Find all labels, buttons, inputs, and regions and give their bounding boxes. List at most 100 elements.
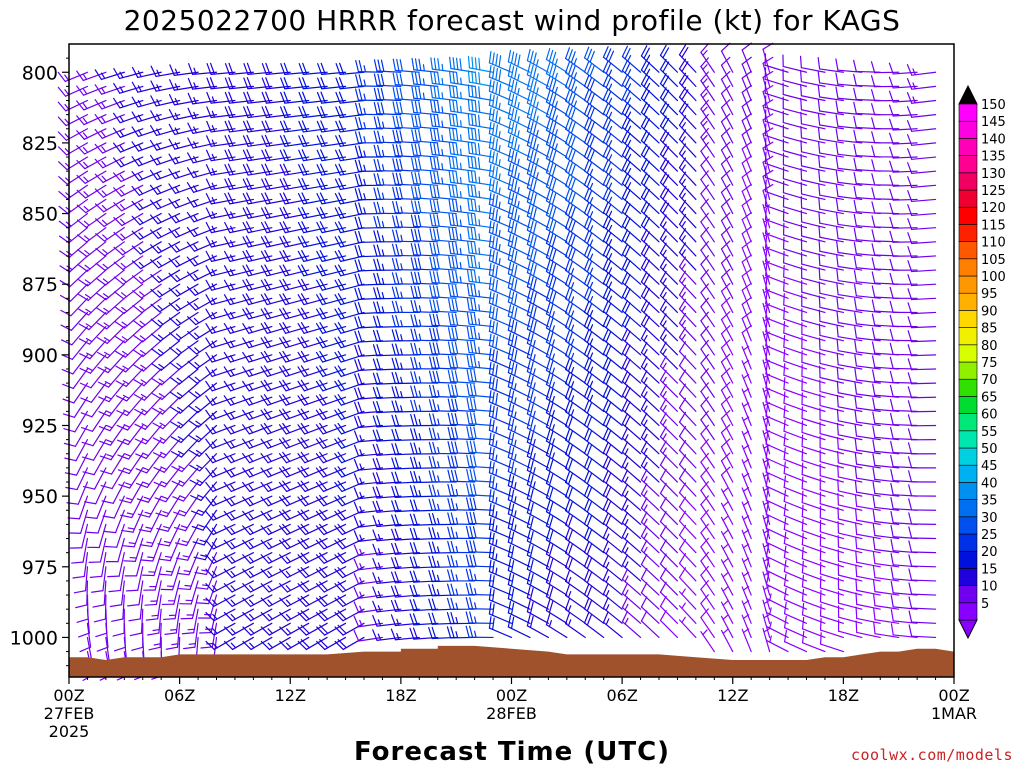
- barb-feather: [131, 646, 144, 651]
- barb-feather: [205, 568, 215, 579]
- barb-feather: [150, 244, 160, 254]
- barb-half-feather: [441, 120, 444, 128]
- barb-staff: [135, 552, 144, 577]
- wind-barb: [141, 552, 162, 577]
- barb-feather: [115, 395, 128, 402]
- barb-feather: [76, 70, 84, 82]
- barb-half-feather: [211, 556, 218, 563]
- barb-feather: [261, 164, 268, 176]
- barb-staff: [84, 566, 89, 592]
- barb-feather: [64, 472, 78, 476]
- barb-half-feather: [152, 628, 160, 632]
- wind-barb: [205, 467, 236, 478]
- barb-feather: [84, 516, 98, 519]
- wind-barb: [152, 396, 181, 415]
- barb-feather: [94, 128, 103, 139]
- barb-half-feather: [441, 63, 444, 72]
- barb-feather: [205, 467, 214, 478]
- wind-barb: [205, 622, 236, 636]
- barb-feather: [265, 77, 271, 89]
- wind-barb: [78, 325, 107, 345]
- barb-feather: [107, 575, 120, 578]
- barb-half-feather: [122, 394, 130, 399]
- wind-barb: [150, 283, 181, 298]
- barb-feather: [131, 260, 142, 270]
- wind-barb: [260, 552, 291, 564]
- barb-feather: [242, 250, 250, 262]
- wind-barb: [261, 163, 291, 176]
- barb-feather: [205, 640, 215, 651]
- barb-feather: [135, 453, 147, 460]
- barb-half-feather: [230, 470, 236, 477]
- barb-feather: [260, 395, 269, 406]
- barb-feather: [171, 465, 183, 473]
- barb-feather: [200, 646, 213, 649]
- barb-feather: [242, 192, 249, 205]
- barb-feather: [131, 111, 139, 123]
- barb-feather: [186, 241, 196, 252]
- wind-barb: [103, 509, 125, 534]
- barb-feather: [76, 145, 86, 155]
- barb-staff: [86, 608, 90, 634]
- barb-feather: [209, 62, 216, 75]
- barb-feather: [168, 242, 178, 253]
- barb-feather: [246, 149, 253, 161]
- barb-feather: [260, 380, 269, 392]
- wind-barb: [88, 537, 107, 563]
- wind-barb: [168, 108, 199, 121]
- barb-feather: [149, 169, 158, 181]
- barb-feather: [186, 182, 195, 193]
- barb-feather: [114, 321, 126, 329]
- barb-feather: [223, 611, 233, 622]
- barb-feather: [223, 250, 231, 262]
- wind-barb: [154, 481, 181, 503]
- wind-barb: [279, 177, 310, 191]
- barb-half-feather: [147, 556, 155, 559]
- wind-barb: [75, 580, 89, 609]
- barb-feather: [113, 187, 122, 197]
- barb-half-feather: [478, 261, 481, 270]
- barb-half-feather: [174, 156, 180, 164]
- wind-barb: [205, 409, 236, 421]
- barb-feather: [186, 301, 197, 311]
- wind-barb: [242, 380, 273, 392]
- wind-barb: [186, 182, 218, 193]
- barb-feather: [165, 646, 179, 650]
- wind-barb: [115, 354, 144, 373]
- barb-half-feather: [156, 98, 161, 106]
- wind-barb: [98, 396, 125, 417]
- barb-half-feather: [194, 347, 201, 353]
- wind-barb: [224, 134, 254, 147]
- barb-half-feather: [180, 510, 188, 514]
- wind-barb: [113, 170, 144, 183]
- barb-half-feather: [84, 264, 91, 270]
- barb-staff: [116, 523, 125, 548]
- barb-feather: [242, 496, 251, 507]
- barb-half-feather: [120, 233, 126, 239]
- barb-feather: [280, 63, 286, 75]
- barb-feather: [224, 63, 231, 75]
- barb-half-feather: [142, 481, 150, 486]
- wind-barb: [279, 149, 310, 162]
- barb-feather: [242, 135, 249, 147]
- barb-half-feather: [230, 412, 235, 419]
- barb-feather: [205, 438, 214, 449]
- barb-feather: [151, 378, 163, 386]
- barb-feather: [95, 218, 105, 228]
- barb-half-feather: [229, 369, 235, 376]
- barb-feather: [191, 525, 204, 531]
- barb-feather: [246, 192, 253, 204]
- wind-barb: [96, 311, 125, 330]
- barb-feather: [264, 235, 271, 247]
- barb-feather: [260, 583, 270, 593]
- barb-feather: [76, 189, 87, 199]
- barb-half-feather: [142, 452, 150, 457]
- barb-feather: [224, 207, 231, 219]
- barb-half-feather: [83, 220, 90, 226]
- barb-half-feather: [175, 274, 181, 281]
- wind-barb: [116, 396, 144, 417]
- barb-feather: [260, 308, 268, 320]
- barb-feather: [132, 275, 142, 284]
- barb-feather: [76, 204, 87, 214]
